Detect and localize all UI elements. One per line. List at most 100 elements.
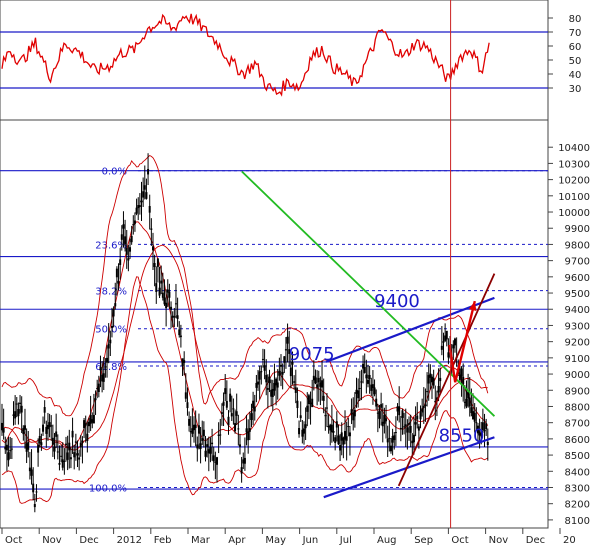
candle-body [248, 428, 251, 432]
price-tick-label: 8300 [565, 483, 590, 494]
candle-body [19, 402, 22, 404]
candle-body [380, 404, 383, 408]
candle-body [391, 436, 394, 443]
candle-body [350, 409, 353, 415]
candle-body [462, 376, 465, 385]
candle-body [147, 168, 150, 175]
price-tick-label: 10400 [558, 143, 590, 154]
fib-level-label: 50.0% [95, 325, 127, 336]
candle-body [58, 462, 61, 465]
candle-body [468, 397, 471, 407]
candle-body [289, 367, 292, 377]
candle-body [470, 407, 473, 414]
candle-body [283, 356, 286, 363]
price-tick-label: 8900 [565, 386, 590, 397]
candle-body [229, 393, 232, 402]
month-tick-label: Oct [451, 535, 468, 546]
candle-body [238, 444, 241, 447]
candle-body [27, 441, 30, 450]
candle-body [288, 349, 291, 354]
candle-body [302, 428, 305, 434]
candle-body [94, 398, 97, 401]
candle-body [327, 425, 330, 428]
candle-body [230, 413, 233, 417]
candle-body [178, 329, 181, 336]
candle-body [17, 409, 20, 417]
month-tick-label: Dec [526, 535, 545, 546]
candle-body [447, 352, 450, 358]
candle-body [317, 377, 320, 383]
month-tick-label: Jun [302, 535, 319, 546]
candle-body [371, 384, 374, 388]
month-tick-label: Nov [42, 535, 62, 546]
candle-body [321, 380, 324, 388]
candle-body [339, 445, 342, 451]
candle-body [83, 420, 86, 429]
candle-body [156, 258, 159, 267]
candle-body [181, 358, 184, 367]
candle-body [335, 421, 338, 428]
candle-body [286, 336, 289, 344]
candle-body [253, 406, 256, 412]
candle-body [224, 388, 227, 395]
candle-body [291, 361, 294, 365]
candle-body [411, 440, 414, 444]
candle-body [32, 483, 35, 493]
candle-body [48, 422, 51, 428]
candle-body [422, 405, 425, 408]
candle-body [129, 247, 132, 252]
candle-body [294, 387, 297, 393]
fib-level-label: 38.2% [95, 287, 127, 298]
candle-body [344, 431, 347, 440]
candle-body [211, 442, 214, 445]
candle-body [33, 503, 36, 508]
price-tick-label: 8100 [565, 516, 590, 527]
candle-body [114, 303, 117, 307]
candle-body [265, 375, 268, 383]
candle-body [66, 452, 69, 460]
candle-body [416, 415, 419, 420]
candle-body [472, 411, 475, 420]
candle-body [60, 455, 63, 457]
candle-body [442, 341, 445, 343]
candle-body [145, 192, 148, 199]
candle-body [389, 445, 392, 452]
candle-body [165, 302, 168, 309]
candle-body [214, 461, 217, 463]
candle-body [345, 436, 348, 441]
candle-body [45, 426, 48, 434]
candle-body [22, 428, 25, 435]
candle-body [217, 434, 220, 436]
candle-body [204, 450, 207, 457]
candle-body [275, 378, 278, 386]
candle-body [68, 442, 71, 451]
candle-body [37, 444, 40, 453]
candle-body [353, 409, 356, 417]
candle-body [465, 398, 468, 407]
candle-body [325, 407, 328, 409]
candle-body [252, 400, 255, 409]
candle-body [445, 330, 448, 340]
candle-body [12, 414, 15, 416]
candle-body [106, 357, 109, 363]
candle-body [439, 377, 442, 382]
forecast-path [448, 300, 476, 383]
price-tick-label: 9400 [565, 305, 590, 316]
candle-body [240, 467, 243, 474]
candle-body [414, 422, 417, 425]
candle-body [140, 200, 143, 203]
candle-body [191, 428, 194, 434]
month-tick-label: Apr [228, 535, 246, 546]
candle-body [386, 438, 389, 443]
fib-level-label: 23.6% [95, 240, 127, 251]
candle-body [225, 400, 228, 408]
candle-body [4, 446, 7, 450]
candle-body [419, 412, 422, 420]
candle-body [458, 374, 461, 380]
candle-body [478, 431, 481, 436]
candle-body [453, 338, 456, 346]
candle-body [473, 412, 476, 422]
candle-body [299, 415, 302, 419]
candle-body [53, 446, 56, 452]
price-tick-label: 8400 [565, 467, 590, 478]
